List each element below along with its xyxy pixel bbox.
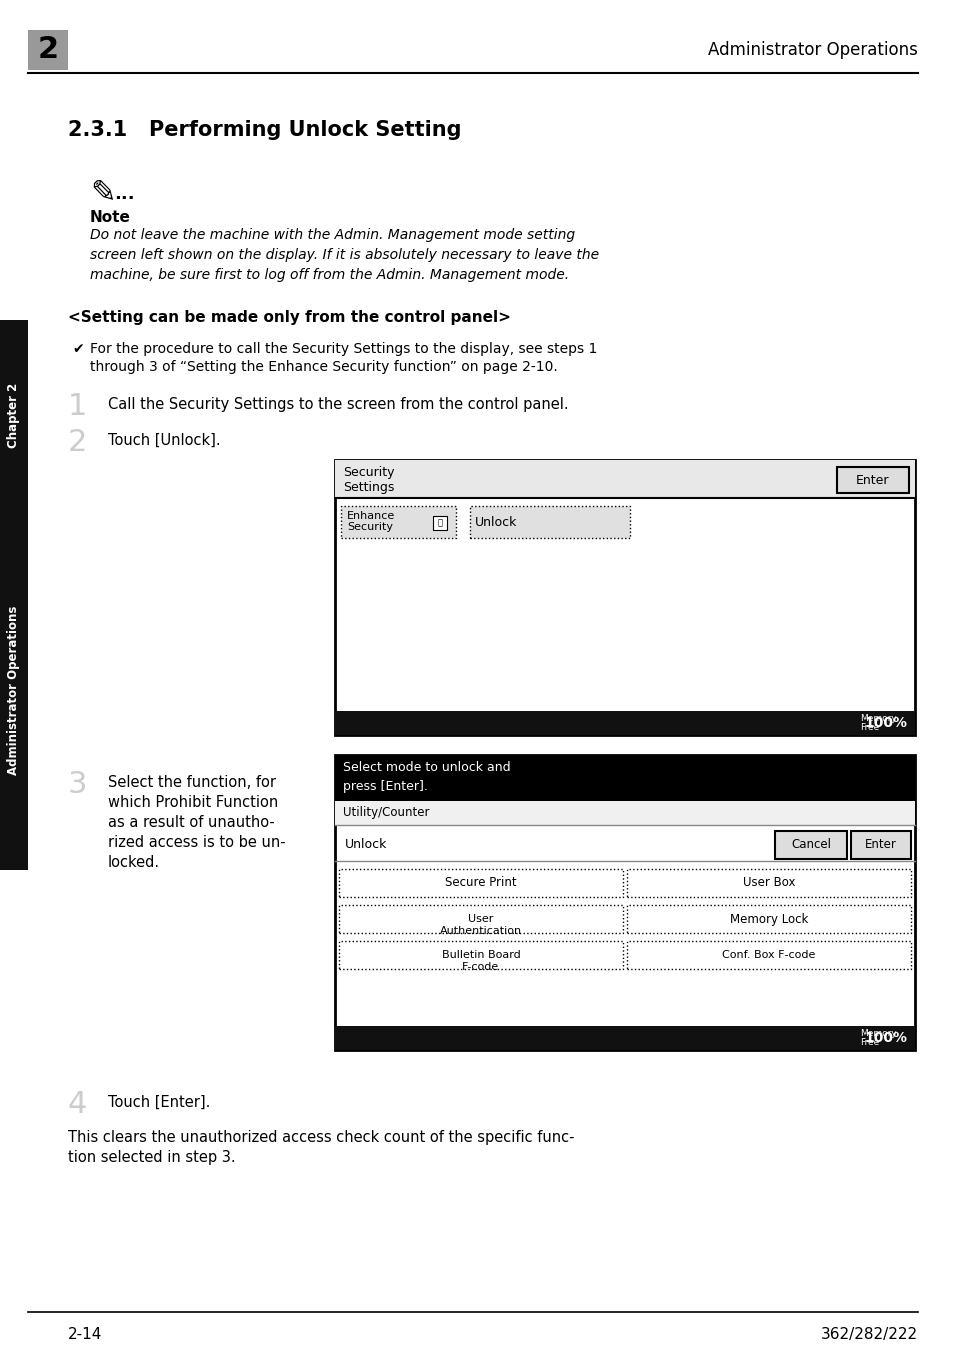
Text: 362/282/222: 362/282/222 bbox=[820, 1328, 917, 1343]
Text: ...: ... bbox=[113, 185, 134, 203]
Bar bbox=[335, 1026, 914, 1051]
Text: Security
Settings: Security Settings bbox=[343, 466, 395, 493]
Bar bbox=[470, 506, 629, 538]
Text: 3: 3 bbox=[68, 771, 88, 799]
Text: Enter: Enter bbox=[864, 838, 896, 852]
Text: User: User bbox=[468, 914, 493, 923]
Bar bbox=[335, 460, 914, 498]
Text: Chapter 2: Chapter 2 bbox=[8, 383, 20, 448]
Text: locked.: locked. bbox=[108, 854, 160, 869]
Bar bbox=[340, 506, 456, 538]
Bar bbox=[0, 320, 28, 510]
Text: Utility/Counter: Utility/Counter bbox=[343, 806, 429, 819]
Text: through 3 of “Setting the Enhance Security function” on page 2-10.: through 3 of “Setting the Enhance Securi… bbox=[90, 360, 558, 375]
Text: 2-14: 2-14 bbox=[68, 1328, 102, 1343]
Bar bbox=[626, 941, 910, 969]
Text: ✔: ✔ bbox=[71, 342, 84, 356]
Text: Memory
Free: Memory Free bbox=[859, 714, 896, 731]
Bar bbox=[335, 711, 914, 735]
Text: Unlock: Unlock bbox=[345, 838, 387, 852]
Text: machine, be sure first to log off from the Admin. Management mode.: machine, be sure first to log off from t… bbox=[90, 268, 569, 283]
Text: Administrator Operations: Administrator Operations bbox=[8, 606, 20, 775]
Bar bbox=[338, 869, 622, 896]
Text: as a result of unautho-: as a result of unautho- bbox=[108, 815, 274, 830]
Text: 100%: 100% bbox=[863, 1032, 906, 1045]
Bar bbox=[433, 516, 447, 530]
Bar bbox=[335, 754, 914, 800]
Text: ⎙: ⎙ bbox=[437, 519, 442, 527]
Text: Enhance
Security: Enhance Security bbox=[347, 511, 395, 531]
Bar bbox=[28, 30, 68, 70]
Text: which Prohibit Function: which Prohibit Function bbox=[108, 795, 278, 810]
Text: 4: 4 bbox=[68, 1090, 88, 1119]
Text: Select the function, for: Select the function, for bbox=[108, 775, 275, 790]
Text: Memory
Free: Memory Free bbox=[859, 1029, 896, 1046]
Text: 1: 1 bbox=[68, 392, 88, 420]
Text: Call the Security Settings to the screen from the control panel.: Call the Security Settings to the screen… bbox=[108, 397, 568, 412]
Bar bbox=[335, 800, 914, 825]
Text: tion selected in step 3.: tion selected in step 3. bbox=[68, 1151, 235, 1165]
Text: ✎: ✎ bbox=[90, 178, 115, 207]
Text: Unlock: Unlock bbox=[475, 515, 517, 529]
Text: Touch [Enter].: Touch [Enter]. bbox=[108, 1095, 211, 1110]
Text: Do not leave the machine with the Admin. Management mode setting: Do not leave the machine with the Admin.… bbox=[90, 228, 575, 242]
Text: 2.3.1   Performing Unlock Setting: 2.3.1 Performing Unlock Setting bbox=[68, 120, 461, 141]
Text: 2: 2 bbox=[37, 35, 58, 65]
Text: Administrator Operations: Administrator Operations bbox=[707, 41, 917, 59]
Text: Conf. Box F-code: Conf. Box F-code bbox=[721, 950, 815, 960]
Text: Select mode to unlock and: Select mode to unlock and bbox=[343, 761, 510, 773]
Text: Memory Lock: Memory Lock bbox=[729, 913, 807, 926]
Text: Authentication: Authentication bbox=[439, 926, 521, 936]
Text: Note: Note bbox=[90, 210, 131, 224]
Bar bbox=[626, 869, 910, 896]
Text: <Setting can be made only from the control panel>: <Setting can be made only from the contr… bbox=[68, 310, 511, 324]
Text: Cancel: Cancel bbox=[790, 838, 830, 852]
Text: 2: 2 bbox=[68, 429, 88, 457]
Text: Touch [Unlock].: Touch [Unlock]. bbox=[108, 433, 220, 448]
Text: screen left shown on the display. If it is absolutely necessary to leave the: screen left shown on the display. If it … bbox=[90, 247, 598, 262]
Bar bbox=[335, 754, 914, 1051]
Text: User Box: User Box bbox=[742, 876, 795, 890]
Bar bbox=[626, 904, 910, 933]
Bar bbox=[0, 510, 28, 869]
Text: press [Enter].: press [Enter]. bbox=[343, 780, 428, 794]
Text: Secure Print: Secure Print bbox=[445, 876, 517, 890]
Bar bbox=[335, 460, 914, 735]
Text: 100%: 100% bbox=[863, 717, 906, 730]
Text: Bulletin Board: Bulletin Board bbox=[441, 950, 519, 960]
Bar bbox=[338, 904, 622, 933]
Text: This clears the unauthorized access check count of the specific func-: This clears the unauthorized access chec… bbox=[68, 1130, 574, 1145]
Text: rized access is to be un-: rized access is to be un- bbox=[108, 836, 285, 850]
Bar bbox=[836, 466, 908, 493]
Text: F-code: F-code bbox=[462, 963, 499, 972]
Text: Enter: Enter bbox=[856, 473, 889, 487]
Bar bbox=[338, 831, 498, 859]
Text: For the procedure to call the Security Settings to the display, see steps 1: For the procedure to call the Security S… bbox=[90, 342, 597, 356]
Bar bbox=[338, 941, 622, 969]
Bar bbox=[774, 831, 846, 859]
Bar bbox=[850, 831, 910, 859]
